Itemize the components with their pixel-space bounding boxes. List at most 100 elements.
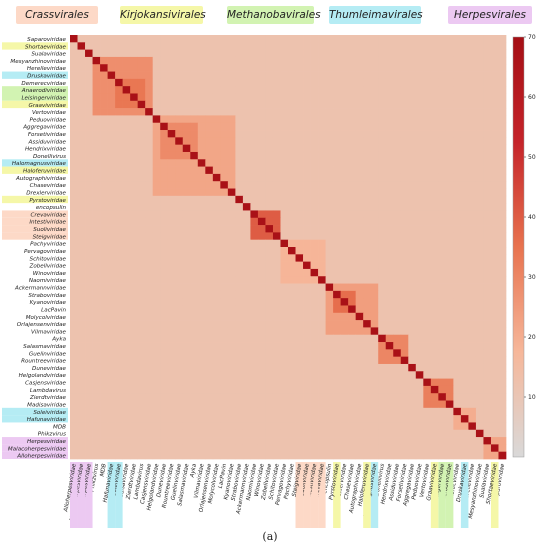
heatmap-cell — [483, 137, 492, 145]
heatmap-cell — [235, 86, 244, 94]
heatmap-cell — [288, 93, 296, 102]
heatmap-cell — [272, 100, 281, 109]
heatmap-cell — [257, 108, 266, 116]
heatmap-cell — [152, 451, 161, 460]
heatmap-cell — [408, 122, 417, 131]
heatmap-cell — [303, 93, 311, 102]
row-label: Salasmaviridae — [23, 344, 66, 350]
heatmap-cell — [468, 378, 477, 387]
heatmap-cell — [197, 451, 206, 460]
heatmap-cell — [310, 415, 319, 423]
heatmap-cell — [220, 144, 229, 153]
heatmap-cell — [220, 444, 229, 453]
heatmap-cell — [227, 144, 236, 153]
heatmap-cell — [318, 451, 326, 460]
heatmap-cell — [310, 49, 319, 58]
heatmap-cell — [190, 312, 199, 321]
column-label-highlight — [333, 462, 341, 528]
heatmap-cell — [205, 225, 214, 233]
heatmap-cell — [445, 247, 454, 255]
heatmap-cell — [318, 195, 326, 204]
heatmap-cell — [280, 144, 289, 153]
heatmap-cell — [70, 342, 78, 350]
heatmap-cell — [122, 305, 131, 314]
heatmap-cell — [430, 188, 439, 197]
heatmap-cell — [77, 64, 86, 72]
heatmap-cell — [475, 290, 484, 299]
heatmap-cell — [318, 371, 326, 379]
heatmap-cell — [370, 451, 379, 460]
heatmap-cell — [340, 115, 349, 124]
heatmap-cell — [137, 42, 146, 50]
heatmap-cell — [152, 415, 161, 423]
heatmap-cell — [490, 400, 499, 409]
heatmap-cell — [408, 363, 417, 372]
heatmap-cell — [227, 342, 236, 350]
heatmap-cell — [423, 78, 432, 87]
heatmap-cell — [130, 298, 139, 306]
heatmap-cell — [318, 166, 326, 175]
heatmap-cell — [280, 232, 289, 241]
heatmap-cell — [475, 378, 484, 387]
heatmap-cell — [423, 400, 432, 409]
heatmap-cell — [137, 86, 146, 94]
heatmap-cell — [400, 35, 409, 43]
heatmap-cell — [355, 247, 364, 255]
heatmap-cell — [235, 371, 244, 379]
heatmap-cell — [483, 56, 492, 65]
heatmap-cell — [115, 437, 123, 445]
heatmap-cell — [385, 115, 394, 124]
heatmap-cell — [137, 393, 146, 401]
heatmap-cell — [333, 115, 341, 124]
heatmap-cell — [242, 247, 251, 255]
heatmap-cell — [340, 356, 349, 365]
heatmap-cell — [385, 166, 394, 175]
heatmap-cell — [182, 393, 191, 401]
heatmap-cell — [453, 232, 462, 241]
heatmap-cell — [257, 437, 266, 445]
heatmap-cell — [438, 305, 447, 314]
heatmap-cell — [280, 137, 289, 145]
heatmap-cell — [190, 86, 199, 94]
heatmap-cell — [415, 312, 424, 321]
heatmap-cell — [340, 261, 349, 270]
heatmap-cell — [393, 320, 402, 328]
heatmap-cell — [257, 159, 266, 167]
heatmap-cell — [107, 115, 116, 124]
heatmap-cell — [318, 312, 326, 321]
heatmap-cell — [325, 393, 334, 401]
heatmap-cell — [288, 225, 296, 233]
heatmap-cell — [355, 151, 364, 160]
heatmap-cell — [438, 290, 447, 299]
heatmap-cell — [70, 407, 78, 416]
column-label-highlight — [438, 462, 446, 528]
heatmap-cell — [340, 444, 349, 453]
heatmap-cell — [175, 225, 184, 233]
heatmap-cell — [92, 151, 101, 160]
heatmap-cell — [145, 195, 154, 204]
heatmap-cell — [70, 283, 78, 292]
heatmap-cell — [468, 71, 477, 80]
heatmap-cell — [167, 130, 176, 138]
heatmap-cell — [92, 385, 101, 394]
row-label: Alloherpesviridae — [16, 454, 66, 460]
heatmap-cell — [130, 305, 139, 314]
heatmap-cell — [212, 239, 221, 248]
heatmap-cell — [445, 86, 454, 94]
heatmap-cell — [205, 42, 214, 50]
heatmap-cell — [378, 239, 387, 248]
row-label: Leisingerviridae — [21, 95, 66, 101]
heatmap-cell — [130, 108, 139, 116]
heatmap-cell — [295, 261, 304, 270]
row-label-highlight — [2, 232, 68, 240]
heatmap-cell — [385, 130, 394, 138]
heatmap-cell — [400, 444, 409, 453]
row-label-highlight — [2, 217, 68, 226]
heatmap-cell — [498, 173, 507, 182]
heatmap-cell — [280, 298, 289, 306]
heatmap-cell — [85, 86, 93, 94]
heatmap-cell — [400, 93, 409, 102]
heatmap-cell — [205, 415, 214, 423]
heatmap-cell — [438, 298, 447, 306]
heatmap-cell — [490, 437, 499, 445]
